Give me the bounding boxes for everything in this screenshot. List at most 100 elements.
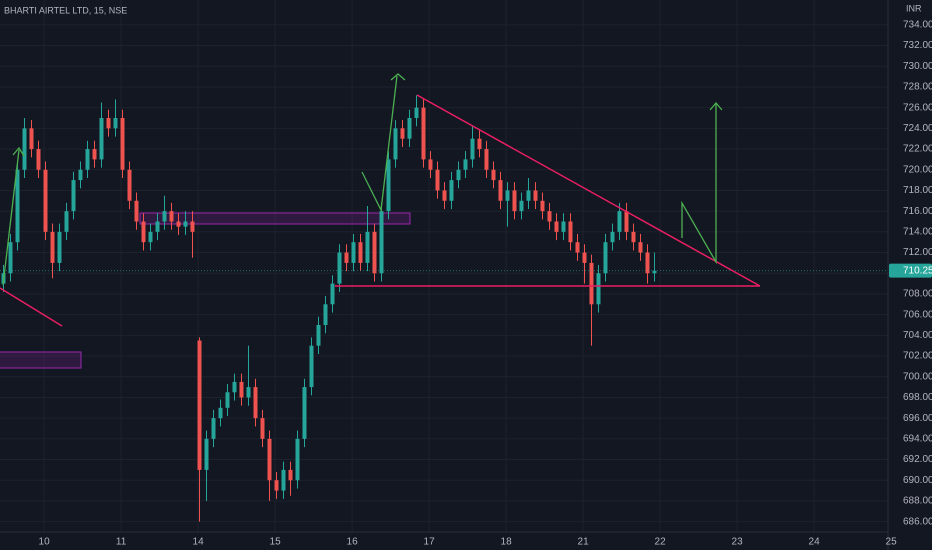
arrow-head [12, 146, 25, 157]
candle-body [323, 304, 328, 325]
x-tick-label: 16 [347, 537, 359, 548]
x-tick-label: 18 [501, 537, 513, 548]
candle-body [652, 270, 657, 274]
candle-body [92, 149, 97, 160]
candle-body [225, 392, 230, 408]
zone-rect [139, 212, 411, 225]
grid [0, 0, 892, 532]
y-tick-label: 714.00 [903, 226, 932, 237]
last-price-box [889, 263, 932, 278]
candle-body [372, 231, 377, 274]
candle-body [344, 252, 349, 263]
y-tick-label: 694.00 [903, 433, 932, 444]
trend-line [0, 287, 63, 327]
candle-body [421, 107, 426, 160]
candle-body [442, 190, 447, 201]
y-tick-label: 690.00 [903, 475, 932, 486]
candle-body [253, 387, 258, 419]
y-tick-label: 698.00 [903, 392, 932, 403]
candle-body [463, 159, 468, 170]
candle-body [302, 387, 307, 439]
candle-body [533, 190, 538, 201]
y-tick-label: 688.00 [903, 496, 932, 507]
x-tick-label: 25 [886, 537, 898, 548]
candle-body [393, 128, 398, 160]
candle-body [365, 231, 370, 263]
y-tick-label: 734.00 [903, 19, 932, 30]
candle-body [540, 200, 545, 212]
candle-body [288, 469, 293, 481]
arrow-head [709, 102, 723, 111]
candle-body [575, 242, 580, 253]
candle-body [561, 221, 566, 232]
candle-body [183, 221, 188, 227]
y-tick-label: 692.00 [903, 454, 932, 465]
candle-body [316, 324, 321, 346]
candle-body [15, 169, 20, 243]
candle-body [505, 190, 510, 201]
candle-body [477, 138, 482, 150]
candle-body [211, 418, 216, 439]
candle-body [386, 159, 391, 212]
candle-body [519, 200, 524, 212]
y-tick-label: 686.00 [903, 516, 932, 527]
candle-body [57, 231, 62, 263]
candle-body [85, 149, 90, 170]
candle-body [281, 469, 286, 491]
x-tick-label: 11 [116, 537, 127, 548]
candle-body [435, 169, 440, 191]
candle-body [120, 117, 125, 170]
candle-body [610, 231, 615, 243]
candle-body [29, 128, 34, 150]
drawings [0, 212, 411, 369]
candle-body [141, 221, 146, 243]
candle-body [358, 242, 363, 263]
y-tick-label: 706.00 [903, 309, 932, 320]
candle-body [232, 381, 237, 393]
x-tick-label: 17 [424, 537, 436, 548]
candle-body [596, 273, 601, 305]
candle-body [127, 169, 132, 201]
candle-body [484, 149, 489, 170]
projection-arrow [361, 75, 398, 213]
y-tick-label: 716.00 [903, 206, 932, 217]
x-tick-label: 10 [39, 537, 51, 548]
x-tick-label: 15 [270, 537, 282, 548]
candle-body [428, 159, 433, 170]
last-price-label: 710.25 [903, 265, 932, 276]
candle-body [631, 231, 636, 243]
trend-line [416, 94, 761, 287]
x-tick-label: 22 [655, 537, 667, 548]
x-tick-label: 23 [732, 537, 744, 548]
candle-body [589, 262, 594, 305]
x-tick-label: 14 [193, 537, 205, 548]
candle-body [582, 252, 587, 263]
chart-title: BHARTI AIRTEL LTD, 15, NSE [4, 5, 127, 15]
y-tick-label: 724.00 [903, 123, 932, 134]
candle-body [351, 242, 356, 263]
candle-body [22, 128, 27, 170]
x-tick-label: 24 [809, 537, 821, 548]
y-tick-label: 732.00 [903, 40, 932, 51]
candle-body [267, 438, 272, 481]
candle-body [64, 211, 69, 232]
candle-body [554, 221, 559, 232]
candle-body [106, 117, 111, 129]
candle-body [246, 387, 251, 398]
candle-body [379, 211, 384, 274]
candle-body [43, 169, 48, 232]
y-tick-label: 722.00 [903, 144, 932, 155]
candle-body [113, 117, 118, 129]
candle-body [470, 138, 475, 160]
candle-body [78, 169, 83, 181]
candle-body [218, 407, 223, 419]
candle-body [197, 340, 202, 470]
candle-body [638, 242, 643, 253]
candle-body [337, 252, 342, 284]
x-tick-label: 21 [578, 537, 590, 548]
candle-body [617, 211, 622, 232]
candle-body [8, 242, 13, 274]
candle-body [148, 231, 153, 243]
y-tick-label: 708.00 [903, 289, 932, 300]
